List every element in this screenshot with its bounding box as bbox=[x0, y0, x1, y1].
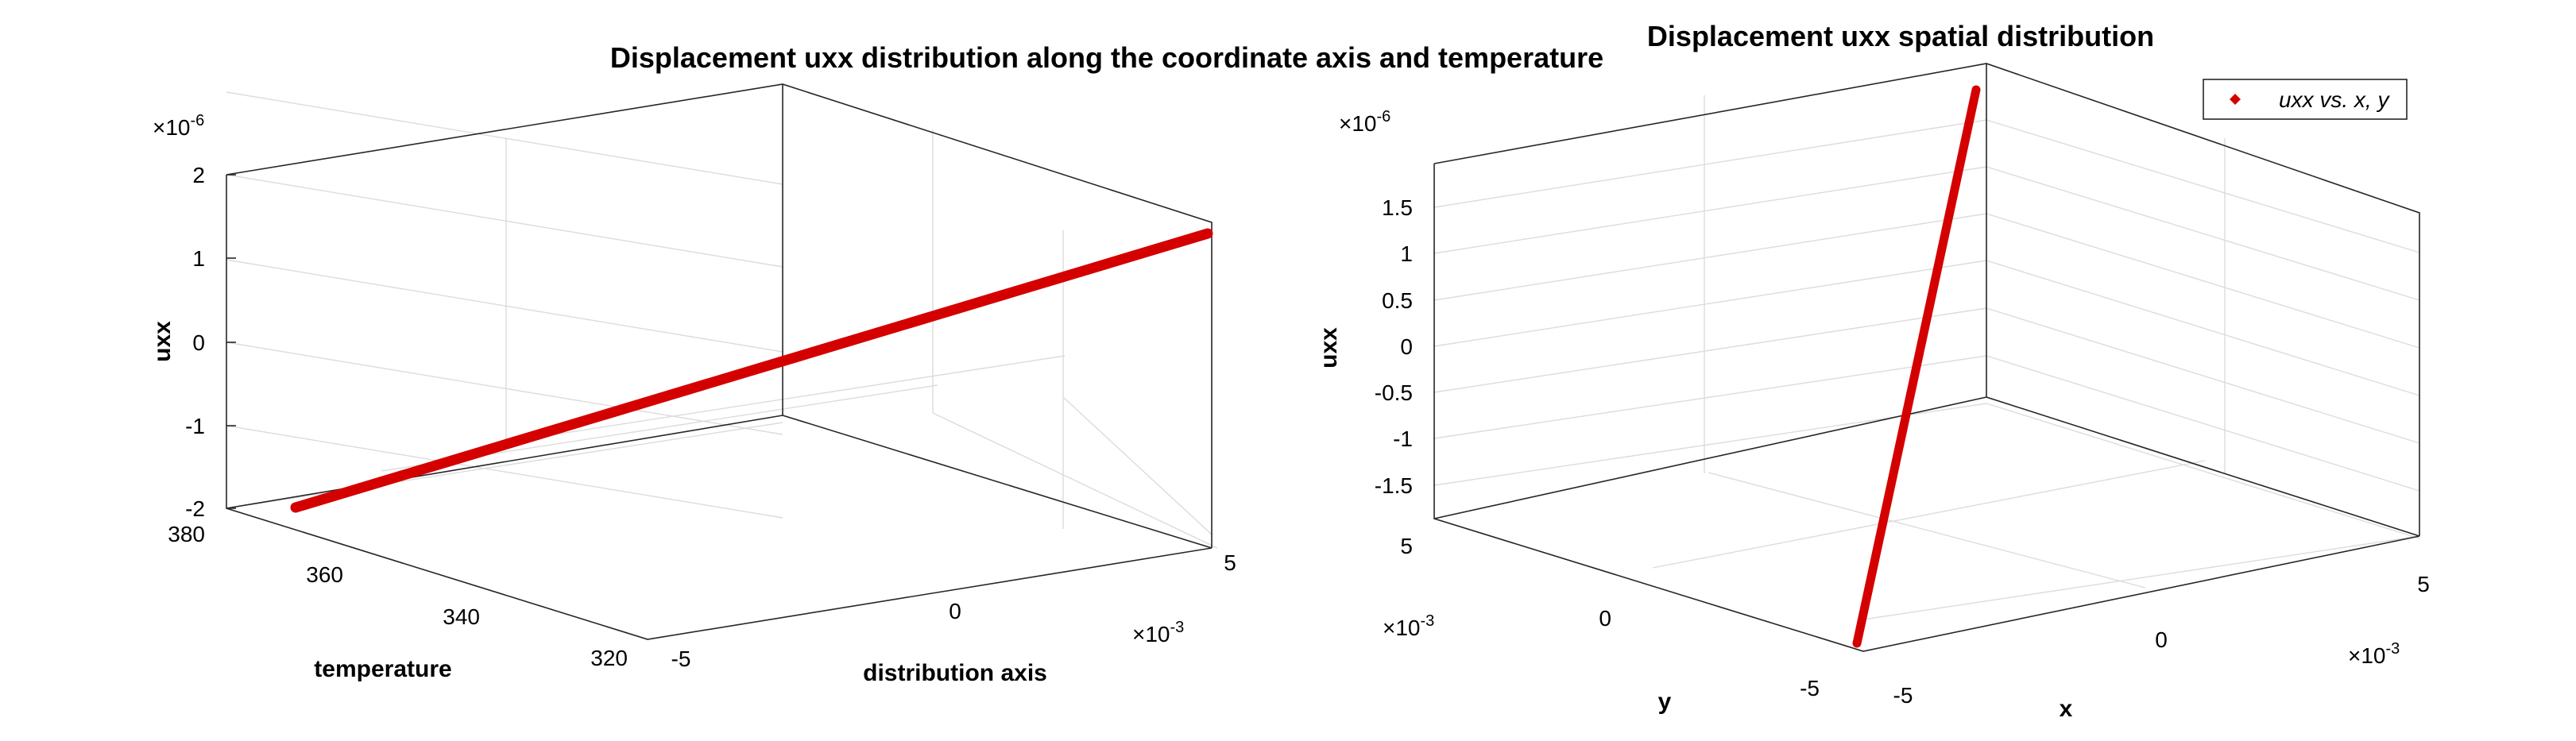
right-z-tick-m1.5: -1.5 bbox=[1375, 473, 1413, 498]
left-z-exponent: ×10-6 bbox=[153, 112, 204, 140]
left-y-tick-340: 340 bbox=[443, 604, 480, 629]
right-z-exponent: ×10-6 bbox=[1339, 108, 1390, 136]
right-z-ticks: 1.5 1 0.5 0 -0.5 -1 -1.5 ×10-6 bbox=[1339, 108, 1413, 498]
right-x-tick-m5: -5 bbox=[1893, 683, 1913, 708]
left-x-ticks: -5 0 5 ×10-3 bbox=[671, 550, 1236, 671]
right-y-tick-0: 0 bbox=[1599, 606, 1611, 631]
right-grid-back-wall-z bbox=[1433, 119, 1987, 486]
right-axes-box bbox=[1433, 63, 2420, 652]
legend-marker-icon bbox=[2230, 94, 2241, 105]
left-y-tick-380: 380 bbox=[168, 522, 205, 546]
right-grid-walls-v bbox=[1704, 95, 2226, 474]
right-x-ticks: -5 0 5 ×10-3 bbox=[1893, 572, 2430, 708]
right-grid-right-wall-z bbox=[1986, 119, 2420, 539]
right-y-axis-label: y bbox=[1658, 689, 1672, 715]
left-z-tick-0: 0 bbox=[192, 330, 205, 355]
right-y-tick-5: 5 bbox=[1400, 534, 1413, 558]
left-y-tick-360: 360 bbox=[306, 562, 343, 587]
right-x-axis-label: x bbox=[2060, 696, 2073, 722]
right-y-exponent: ×10-3 bbox=[1383, 612, 1434, 640]
left-x-exponent: ×10-3 bbox=[1132, 619, 1184, 646]
right-z-tick-1.5: 1.5 bbox=[1382, 195, 1413, 220]
right-z-tick-0: 0 bbox=[1400, 334, 1413, 359]
left-x-tick-0: 0 bbox=[949, 599, 961, 623]
left-z-tick-m1: -1 bbox=[185, 414, 205, 438]
left-data-line bbox=[290, 228, 1213, 513]
right-y-tick-m5: -5 bbox=[1800, 676, 1820, 700]
left-y-axis-label: temperature bbox=[314, 656, 451, 682]
left-grid-back-wall-x bbox=[505, 129, 1064, 529]
chart-left: Displacement uxx distribution along the … bbox=[149, 41, 1603, 686]
left-z-ticks: 2 1 0 -1 -2 ×10-6 bbox=[153, 112, 236, 521]
right-x-exponent: ×10-3 bbox=[2348, 640, 2400, 668]
right-data-line bbox=[1852, 85, 1981, 648]
right-chart-title: Displacement uxx spatial distribution bbox=[1647, 20, 2154, 52]
left-axes-box bbox=[226, 83, 1213, 640]
left-grid-back-wall-z bbox=[226, 91, 783, 519]
right-grid-floor bbox=[1433, 396, 2420, 652]
left-y-ticks: 380 360 340 320 bbox=[168, 522, 628, 670]
left-z-axis-label: uxx bbox=[149, 321, 176, 362]
right-y-ticks: 5 0 -5 ×10-3 bbox=[1383, 534, 1820, 700]
left-y-tick-320: 320 bbox=[590, 646, 628, 670]
right-grid bbox=[1433, 95, 2420, 652]
left-x-tick-5: 5 bbox=[1224, 550, 1236, 575]
legend-label: uxx vs. x, y bbox=[2279, 87, 2390, 112]
left-z-tick-2: 2 bbox=[192, 163, 205, 187]
right-z-tick-m1: -1 bbox=[1393, 426, 1413, 451]
right-z-tick-0.5: 0.5 bbox=[1382, 288, 1413, 313]
left-chart-title: Displacement uxx distribution along the … bbox=[610, 41, 1603, 74]
left-grid bbox=[226, 91, 1218, 640]
left-x-axis-label: distribution axis bbox=[863, 660, 1047, 686]
right-x-tick-0: 0 bbox=[2155, 627, 2168, 652]
right-z-axis-label: uxx bbox=[1316, 327, 1342, 369]
right-legend: uxx vs. x, y bbox=[2203, 79, 2408, 120]
right-z-tick-m0.5: -0.5 bbox=[1375, 380, 1413, 405]
left-grid-floor bbox=[226, 355, 1218, 640]
left-z-tick-m2: -2 bbox=[185, 496, 205, 521]
chart-right: Displacement uxx spatial distribution ux… bbox=[1316, 20, 2430, 722]
left-z-tick-1: 1 bbox=[192, 246, 205, 271]
right-x-tick-5: 5 bbox=[2417, 572, 2430, 596]
right-z-tick-1: 1 bbox=[1400, 241, 1413, 266]
left-x-tick-m5: -5 bbox=[671, 646, 691, 671]
